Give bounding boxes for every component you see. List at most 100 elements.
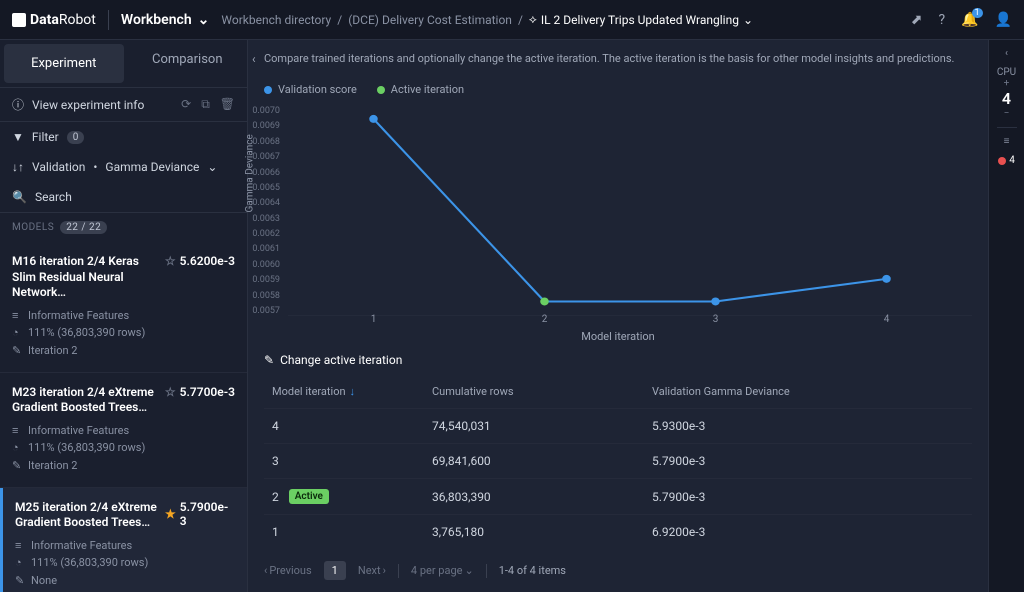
clock-icon: ◔ [12,324,24,342]
filter-label: Filter [32,130,59,144]
model-features: ≡Informative Features [15,537,235,555]
breadcrumb-sep: / [518,13,523,27]
tab-experiment[interactable]: Experiment [4,44,124,83]
cell-iteration: 3 [272,454,432,468]
col-validation[interactable]: Validation Gamma Deviance [652,385,964,398]
model-card[interactable]: M25 iteration 2/4 eXtreme Gradient Boost… [0,488,247,592]
refresh-icon[interactable]: ⟳ [181,97,191,112]
breadcrumb-item-active[interactable]: ⟡ IL 2 Delivery Trips Updated Wrangling … [529,12,753,27]
cell-iteration: 4 [272,419,432,433]
list-icon: ≡ [12,307,24,325]
legend-dot-validation [264,86,272,94]
pagination-info: 1-4 of 4 items [499,564,566,577]
model-title: M16 iteration 2/4 Keras Slim Residual Ne… [12,254,162,301]
filter-row[interactable]: ▼ Filter 0 [0,122,247,152]
search-row[interactable]: 🔍 Search [0,182,247,212]
cell-validation: 5.7900e-3 [652,490,964,504]
plus-icon[interactable]: + [997,78,1016,89]
workbench-title[interactable]: Workbench ⌄ [121,12,210,28]
legend-validation: Validation score [264,83,357,96]
page-number[interactable]: 1 [324,561,346,580]
cpu-widget[interactable]: CPU + 4 − [997,67,1016,119]
table-row[interactable]: 4 74,540,031 5.9300e-3 [264,408,972,443]
table-row[interactable]: 1 3,765,180 6.9200e-3 [264,514,972,549]
model-card[interactable]: M23 iteration 2/4 eXtreme Gradient Boost… [0,373,247,488]
queue-status[interactable]: 4 [998,155,1015,166]
collapse-sidebar-icon[interactable]: ‹ [252,52,256,66]
chevron-down-icon: ⌄ [207,160,217,174]
breadcrumb-text: IL 2 Delivery Trips Updated Wrangling [541,13,739,27]
sort-arrow-icon: ↓ [350,385,356,398]
model-sample: ◔111% (36,803,390 rows) [12,439,235,457]
change-iteration-title[interactable]: ✎ Change active iteration [248,345,988,375]
search-label: Search [35,190,72,204]
help-icon[interactable]: ? [939,12,946,28]
chart: Gamma Deviance 0.00700.00690.00680.00670… [248,102,988,345]
rocket-icon[interactable]: ⬈ [911,12,923,28]
table-row[interactable]: 3 69,841,600 5.7900e-3 [264,443,972,478]
next-button[interactable]: Next › [358,564,386,577]
model-card[interactable]: M16 iteration 2/4 Keras Slim Residual Ne… [0,242,247,373]
sidebar: Experiment Comparison ⓘ View experiment … [0,40,248,592]
chart-legend: Validation score Active iteration [248,77,988,102]
content-description: Compare trained iterations and optionall… [248,40,988,77]
cell-rows: 36,803,390 [432,490,652,504]
chart-svg [288,106,972,316]
breadcrumb-item[interactable]: Workbench directory [221,13,331,27]
cell-iteration: 1 [272,525,432,539]
content: ‹ Compare trained iterations and optiona… [248,40,988,592]
cell-validation: 5.9300e-3 [652,419,964,433]
delete-icon[interactable]: 🗑 [220,97,235,112]
user-icon[interactable]: 👤 [995,12,1012,28]
title-text: Workbench [121,12,192,28]
notifications-icon[interactable]: 🔔1 [961,12,978,28]
star-icon[interactable]: ☆ [165,385,176,399]
model-features: ≡Informative Features [12,422,235,440]
model-features: ≡Informative Features [12,307,235,325]
notif-badge: 1 [972,8,983,18]
chevron-down-icon: ⌄ [743,13,753,27]
col-iteration[interactable]: Model iteration ↓ [272,385,432,398]
queue-icon[interactable]: ≡ [1004,136,1010,147]
cell-iteration: 2Active [272,489,432,504]
sort-row[interactable]: ↓↑ Validation • Gamma Deviance ⌄ [0,152,247,182]
cell-validation: 6.9200e-3 [652,525,964,539]
sidebar-tabs: Experiment Comparison [0,40,247,88]
star-icon[interactable]: ★ [165,507,176,521]
brand-text-b: Robot [59,12,96,28]
star-icon[interactable]: ☆ [165,254,176,268]
clock-icon: ◔ [12,439,24,457]
logo[interactable]: DataRobot [12,12,96,28]
table-row[interactable]: 2Active 36,803,390 5.7900e-3 [264,478,972,514]
x-axis: 1234 [288,314,972,325]
y-axis: 0.00700.00690.00680.00670.00660.00650.00… [284,106,316,316]
minus-icon[interactable]: − [997,108,1016,119]
cpu-count: 4 [997,89,1016,108]
tab-comparison[interactable]: Comparison [128,40,248,87]
breadcrumb: Workbench directory / (DCE) Delivery Cos… [221,12,753,27]
clock-icon: ◔ [15,554,27,572]
logo-icon [12,13,26,27]
model-iteration: ✎Iteration 2 [12,457,235,475]
list-icon: ≡ [15,537,27,555]
iteration-icon: ✎ [15,572,27,590]
model-title: M23 iteration 2/4 eXtreme Gradient Boost… [12,385,162,416]
cell-rows: 74,540,031 [432,419,652,433]
chevron-down-icon: ⌄ [198,12,210,28]
edit-icon: ✎ [264,353,274,367]
iteration-icon: ✎ [12,342,24,360]
copy-icon[interactable]: ⧉ [201,97,210,112]
per-page-select[interactable]: 4 per page ⌄ [411,564,474,577]
info-icon: ⓘ [12,96,24,113]
breadcrumb-item[interactable]: (DCE) Delivery Cost Estimation [348,13,512,27]
dataset-icon: ⟡ [529,12,537,27]
collapse-rightbar-icon[interactable]: ‹ [1005,48,1008,59]
queue-count: 4 [1009,155,1015,166]
table-header: Model iteration ↓ Cumulative rows Valida… [264,375,972,408]
model-sample: ◔111% (36,803,390 rows) [12,324,235,342]
prev-button[interactable]: ‹ Previous [264,564,312,577]
col-rows[interactable]: Cumulative rows [432,385,652,398]
view-info-row[interactable]: ⓘ View experiment info ⟳ ⧉ 🗑 [0,88,247,121]
model-sample: ◔111% (36,803,390 rows) [15,554,235,572]
list-icon: ≡ [12,422,24,440]
